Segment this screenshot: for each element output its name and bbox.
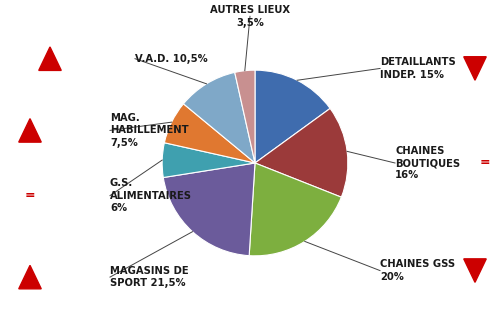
Text: MAG.
HABILLEMENT
7,5%: MAG. HABILLEMENT 7,5% (110, 113, 188, 148)
Polygon shape (39, 47, 61, 70)
Polygon shape (18, 265, 41, 289)
Wedge shape (164, 163, 255, 256)
Polygon shape (464, 259, 486, 282)
Text: DETAILLANTS
INDEP. 15%: DETAILLANTS INDEP. 15% (380, 57, 456, 80)
Polygon shape (464, 57, 486, 80)
Text: CHAINES
BOUTIQUES
16%: CHAINES BOUTIQUES 16% (395, 146, 460, 180)
Wedge shape (234, 70, 255, 163)
Text: MAGASINS DE
SPORT 21,5%: MAGASINS DE SPORT 21,5% (110, 266, 188, 288)
Wedge shape (255, 70, 330, 163)
Wedge shape (184, 72, 255, 163)
Text: G.S.
ALIMENTAIRES
6%: G.S. ALIMENTAIRES 6% (110, 178, 192, 213)
Text: =: = (480, 156, 490, 170)
Wedge shape (255, 109, 348, 197)
Text: V.A.D. 10,5%: V.A.D. 10,5% (135, 54, 208, 64)
Wedge shape (249, 163, 342, 256)
Text: CHAINES GSS
20%: CHAINES GSS 20% (380, 259, 455, 282)
Text: =: = (24, 189, 36, 202)
Wedge shape (162, 143, 255, 178)
Wedge shape (164, 104, 255, 163)
Text: AUTRES LIEUX
3,5%: AUTRES LIEUX 3,5% (210, 5, 290, 27)
Polygon shape (18, 119, 41, 142)
